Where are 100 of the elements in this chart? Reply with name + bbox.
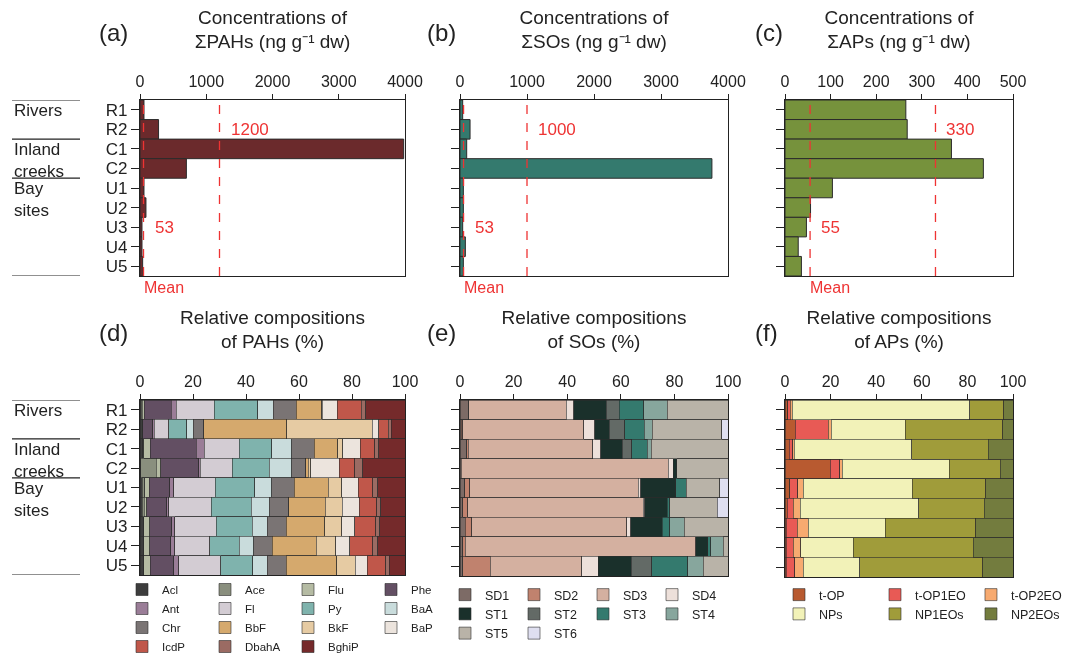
legend-label: BaA — [411, 602, 434, 615]
text: (f) — [755, 319, 778, 346]
text: Inland creeks — [14, 140, 65, 182]
legend-label: Py — [328, 602, 342, 615]
y-tick-label: R2 — [105, 420, 128, 440]
x-tick-label: 20 — [184, 373, 202, 391]
legend-label: Fl — [245, 602, 255, 615]
text: (c) — [755, 19, 783, 46]
legend-label: ST3 — [623, 607, 646, 622]
x-tick-label: 20 — [821, 373, 840, 391]
x-tick-label: 60 — [611, 373, 630, 391]
x-tick-label: 3000 — [643, 73, 679, 91]
x-tick-label: 60 — [912, 373, 931, 391]
legend-label: SD2 — [554, 588, 579, 603]
text: Bay sites — [14, 179, 49, 221]
y-tick-label: R1 — [105, 400, 128, 420]
x-tick-label: 0 — [780, 73, 790, 91]
legend-label: ST1 — [485, 607, 508, 622]
x-tick-label: 40 — [237, 373, 255, 391]
x-tick-label: 1000 — [188, 73, 225, 91]
legend-label: BghiP — [328, 640, 360, 653]
ref-line-label: 1000 — [538, 120, 576, 139]
y-tick-label: C1 — [105, 439, 128, 459]
x-tick-label: 80 — [665, 373, 684, 391]
x-tick-label: 60 — [290, 373, 308, 391]
legend-label: t-OP2EO — [1010, 588, 1062, 603]
x-tick-label: 40 — [558, 373, 577, 391]
legend-label: ST2 — [554, 607, 577, 622]
chart-title: Concentrations of ΣAPs (ng g⁻¹ dw) — [824, 6, 975, 53]
x-tick-label: 2000 — [254, 73, 291, 91]
ref-line-label: 1200 — [231, 120, 269, 139]
y-tick-label: C2 — [105, 159, 128, 179]
legend-label: BaP — [411, 621, 434, 634]
text: (d) — [99, 319, 129, 346]
x-tick-label: 4000 — [387, 73, 423, 91]
legend-label: ST6 — [554, 627, 577, 641]
legend-label: t-OP1EO — [914, 588, 966, 603]
legend-label: Flu — [328, 583, 344, 596]
legend-label: DbahA — [245, 640, 281, 653]
ref-line-label: 53 — [155, 218, 174, 237]
chart-title: Concentrations of ΣSOs (ng g⁻¹ dw) — [519, 6, 670, 53]
y-tick-label: U4 — [105, 536, 128, 556]
y-tick-label: C1 — [105, 139, 128, 159]
x-tick-label: 3000 — [320, 73, 357, 91]
legend-label: Ant — [162, 602, 181, 615]
x-tick-label: 100 — [391, 373, 419, 391]
x-tick-label: 400 — [954, 73, 981, 91]
x-tick-label: 0 — [780, 373, 790, 391]
text: Mean — [464, 279, 505, 296]
legend-label: ST5 — [485, 627, 508, 641]
x-tick-label: 80 — [343, 373, 361, 391]
text: Rivers — [14, 401, 63, 420]
y-tick-label: U1 — [105, 178, 128, 198]
legend-label: IcdP — [162, 640, 186, 653]
text: Bay sites — [14, 479, 49, 521]
legend-label: BbF — [245, 621, 267, 634]
text: Mean — [810, 279, 851, 296]
x-tick-label: 20 — [504, 373, 523, 391]
text: Inland creeks — [14, 440, 65, 482]
chart-title: Relative compositions of SOs (%) — [501, 306, 687, 353]
x-tick-label: 0 — [455, 373, 465, 391]
legend-label: NP2EOs — [1010, 607, 1060, 622]
x-tick-label: 300 — [908, 73, 936, 91]
y-tick-label: U4 — [105, 237, 128, 257]
x-tick-label: 1000 — [509, 73, 545, 91]
chart-title: Relative compositions of PAHs (%) — [180, 306, 365, 353]
text: (a) — [99, 19, 129, 46]
legend-label: ST4 — [692, 607, 715, 622]
x-tick-label: 0 — [455, 73, 465, 91]
x-tick-label: 40 — [867, 373, 886, 391]
x-tick-label: 100 — [999, 373, 1027, 391]
legend-label: t-OP — [819, 588, 845, 603]
legend-label: Chr — [162, 621, 181, 634]
ref-line-label: 330 — [946, 120, 975, 139]
y-tick-label: U2 — [105, 497, 128, 517]
ref-line-label: 53 — [475, 218, 494, 237]
x-tick-label: 500 — [999, 73, 1027, 91]
x-tick-label: 4000 — [710, 73, 746, 91]
legend-label: Acl — [162, 583, 178, 596]
text: Rivers — [14, 101, 63, 120]
legend-label: SD1 — [485, 588, 510, 603]
chart-title: Relative compositions of APs (%) — [806, 306, 992, 353]
legend-label: BkF — [328, 621, 349, 634]
y-tick-label: U5 — [105, 257, 128, 277]
y-tick-label: U5 — [105, 556, 128, 576]
legend-label: NP1EOs — [914, 607, 964, 622]
x-tick-label: 100 — [817, 73, 845, 91]
legend-label: Phe — [411, 583, 432, 596]
y-tick-label: R1 — [105, 100, 128, 120]
text: Mean — [144, 279, 185, 296]
x-tick-label: 2000 — [576, 73, 612, 91]
ref-line-label: 55 — [821, 218, 840, 237]
text: (b) — [427, 19, 457, 46]
legend-label: SD3 — [623, 588, 648, 603]
x-tick-label: 100 — [714, 373, 742, 391]
x-tick-label: 200 — [862, 73, 890, 91]
y-tick-label: U2 — [105, 198, 128, 218]
x-tick-label: 0 — [135, 373, 145, 391]
y-tick-label: R2 — [105, 120, 128, 140]
legend-label: Ace — [245, 583, 265, 596]
